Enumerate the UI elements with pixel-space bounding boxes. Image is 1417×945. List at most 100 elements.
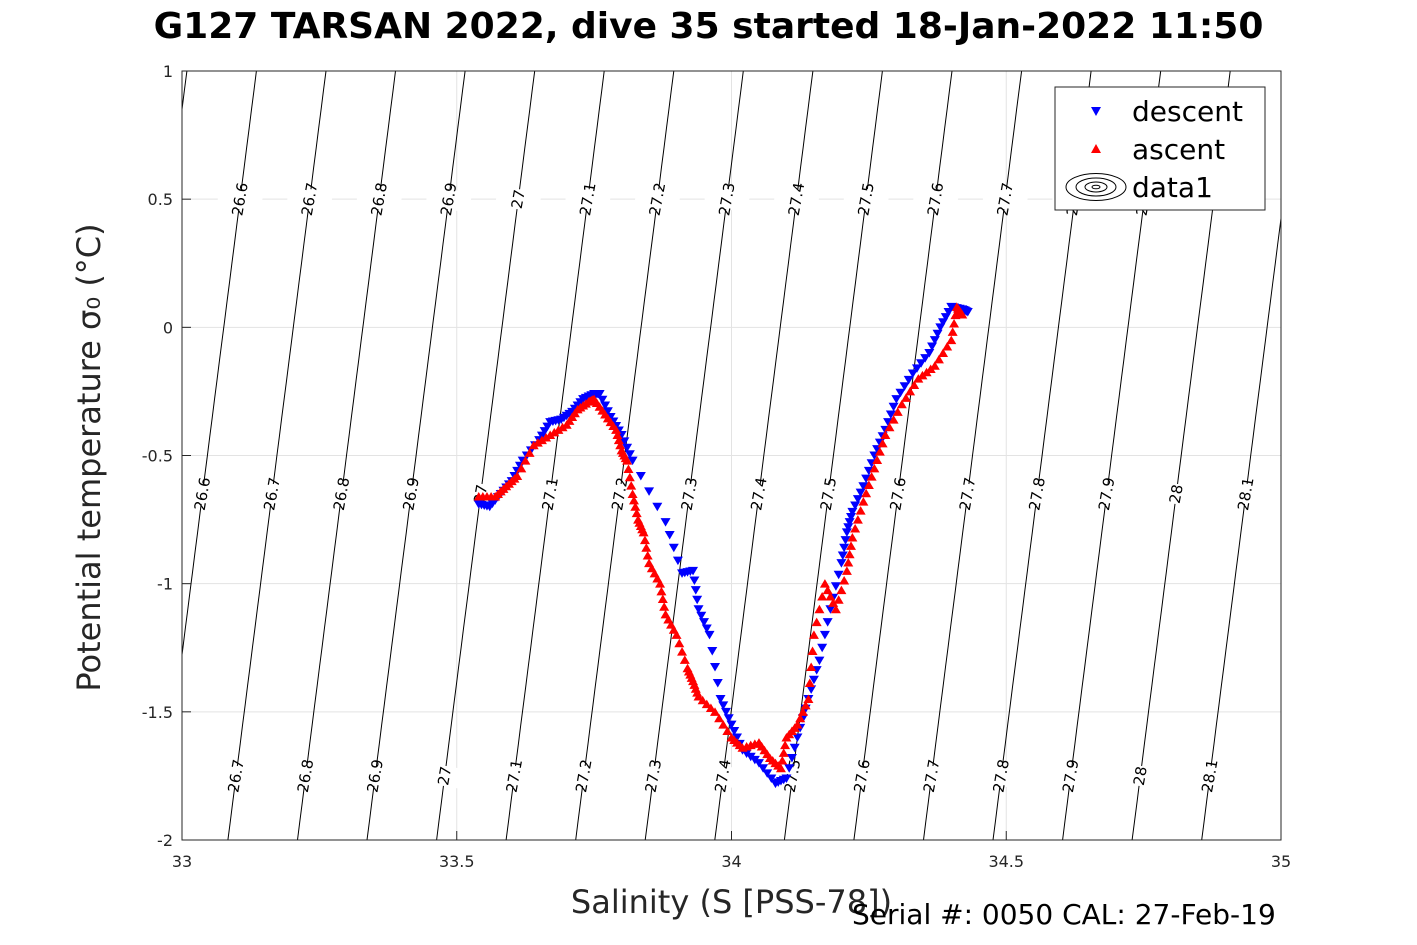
contour-label: 28: [1130, 765, 1151, 787]
ascent-point: [693, 691, 704, 701]
descent-point: [635, 472, 646, 481]
descent-point: [731, 733, 742, 742]
contour-label: 27.5: [817, 476, 841, 512]
contour-label: 26.7: [260, 476, 284, 512]
descent-point: [833, 570, 844, 580]
legend: descent ascent data1: [1054, 86, 1266, 211]
descent-point: [660, 518, 671, 527]
contour-label: 27.2: [608, 476, 632, 512]
descent-point: [644, 487, 655, 496]
descent-point: [758, 764, 769, 773]
contour-label-bg: [355, 185, 403, 213]
descent-point: [899, 382, 910, 391]
ascent-point: [861, 488, 872, 498]
descent-point: [784, 764, 795, 773]
ascent-point: [775, 763, 786, 773]
descent-point: [786, 753, 797, 763]
descent-point: [846, 513, 857, 522]
ascent-point: [714, 713, 725, 723]
ascent-point: [674, 638, 685, 648]
descent-point: [837, 551, 848, 560]
ascent-point: [850, 524, 861, 533]
descent-point: [792, 733, 803, 742]
ascent-point: [780, 740, 791, 750]
descent-point: [652, 502, 663, 512]
descent-point: [819, 630, 830, 640]
ascent-point: [807, 646, 818, 655]
ascent-point: [841, 566, 852, 575]
ascent-point: [623, 464, 634, 473]
ascent-point: [828, 598, 839, 607]
ascent-point: [808, 630, 819, 639]
descent-point: [715, 695, 726, 704]
descent-point: [594, 389, 605, 399]
descent-point: [962, 307, 973, 317]
contour-label: 26.8: [294, 758, 318, 794]
ascent-point: [701, 699, 712, 709]
x-tick-label: 33.5: [439, 852, 475, 871]
ascent-point: [612, 430, 623, 439]
descent-point: [690, 586, 701, 595]
ascent-point: [884, 422, 895, 432]
ascent-point: [613, 435, 624, 445]
ascent-point: [872, 455, 883, 464]
contour-label: 27.1: [503, 758, 527, 794]
contour-label-bg: [318, 480, 366, 508]
contour-label-bg: [212, 762, 260, 790]
contour-label: 28.1: [1198, 758, 1222, 794]
contour-label-bg: [1116, 762, 1164, 790]
ascent-point: [642, 550, 653, 560]
x-axis-label: Salinity (S [PSS-78]): [571, 883, 892, 921]
contour-label-bg: [421, 762, 469, 790]
ascent-point: [822, 585, 833, 595]
contour-label: 26.8: [367, 181, 391, 217]
legend-entry-data1: data1: [1065, 171, 1213, 204]
y-tick-label: -0.5: [142, 447, 173, 466]
descent-point: [847, 507, 858, 517]
ascent-point: [929, 361, 940, 370]
descent-point: [619, 437, 630, 446]
contour-label: 26.9: [399, 476, 423, 512]
y-tick-label: -1.5: [142, 703, 173, 722]
descent-point: [712, 678, 723, 688]
descent-point: [830, 582, 841, 591]
contour-sigma-26.6: 26.6 26.6: [179, 71, 264, 659]
contour-label-bg: [773, 185, 820, 213]
ascent-point: [624, 472, 635, 482]
contour-label: 26.6: [191, 476, 215, 512]
contour-label-bg: [564, 185, 612, 213]
ascent-point: [797, 707, 808, 716]
ascent-point: [549, 427, 560, 437]
ascent-point: [657, 594, 668, 604]
descent-point: [766, 774, 777, 783]
contour-label-bg: [977, 762, 1025, 790]
contour-label: 27.3: [678, 476, 702, 512]
contour-label-bg: [425, 185, 473, 213]
contour-label: 27.4: [785, 181, 809, 217]
ascent-point: [905, 386, 916, 396]
contour-label-bg: [1152, 480, 1200, 508]
contour-label-bg: [1013, 480, 1061, 508]
descent-point: [861, 474, 872, 484]
contour-label-bg: [216, 185, 264, 213]
ascent-point: [863, 480, 874, 489]
descent-point: [600, 401, 611, 411]
descent-point: [627, 456, 638, 466]
contour-label-bg: [944, 480, 992, 508]
contour-label: 27.3: [715, 181, 739, 217]
ascent-point: [541, 433, 552, 442]
ascent-point: [909, 380, 920, 390]
contour-label-bg: [735, 480, 783, 508]
contour-label: 27.6: [850, 758, 874, 794]
ascent-point: [778, 748, 789, 757]
contour-label-bg: [838, 762, 886, 790]
ascent-point: [671, 630, 682, 639]
y-tick-label: 0.5: [148, 190, 173, 209]
descent-point: [781, 774, 792, 783]
x-tick-label: 34: [721, 852, 741, 871]
x-tick-label: 33: [172, 852, 192, 871]
ascent-point: [800, 700, 811, 710]
descent-point: [841, 528, 852, 537]
contour-label: 27.9: [1095, 476, 1119, 512]
legend-label: ascent: [1132, 133, 1225, 166]
